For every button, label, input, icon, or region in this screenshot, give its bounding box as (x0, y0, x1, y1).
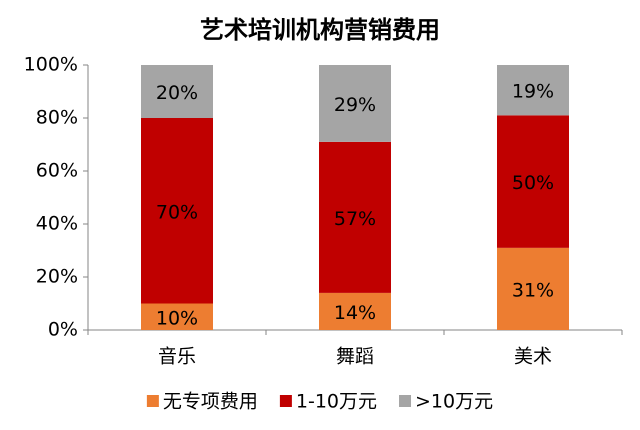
x-tick-label: 舞蹈 (336, 346, 374, 368)
legend-label: >10万元 (415, 391, 493, 413)
bar-segment (141, 118, 213, 304)
x-tick-label: 音乐 (158, 346, 196, 368)
bar-segment (497, 115, 569, 248)
x-tick-label: 美术 (514, 346, 552, 368)
y-tick-label: 40% (36, 213, 78, 235)
y-tick-label: 20% (36, 266, 78, 288)
data-label: 29% (334, 94, 376, 116)
bar-segment (141, 65, 213, 118)
chart-title: 艺术培训机构营销费用 (200, 16, 440, 44)
data-label: 50% (512, 172, 554, 194)
legend-label: 无专项费用 (163, 391, 258, 413)
data-label: 70% (156, 201, 198, 223)
data-label: 57% (334, 208, 376, 230)
legend-swatch (146, 395, 159, 407)
bar-segment (319, 292, 391, 330)
bar-segment (497, 247, 569, 330)
bar-segment (497, 65, 569, 116)
y-tick-label: 0% (48, 319, 78, 341)
data-label: 20% (156, 82, 198, 104)
data-label: 19% (512, 81, 554, 103)
legend-label: 1-10万元 (296, 391, 377, 413)
data-label: 10% (156, 307, 198, 329)
bar-segment (141, 303, 213, 330)
y-tick-label: 80% (36, 107, 78, 129)
legend-swatch (279, 395, 292, 407)
y-tick-label: 100% (24, 54, 78, 76)
data-label: 14% (334, 302, 376, 324)
bar-segment (319, 141, 391, 293)
y-tick-label: 60% (36, 160, 78, 182)
bar-segment (319, 65, 391, 142)
legend-swatch (399, 395, 412, 407)
data-label: 31% (512, 279, 554, 301)
